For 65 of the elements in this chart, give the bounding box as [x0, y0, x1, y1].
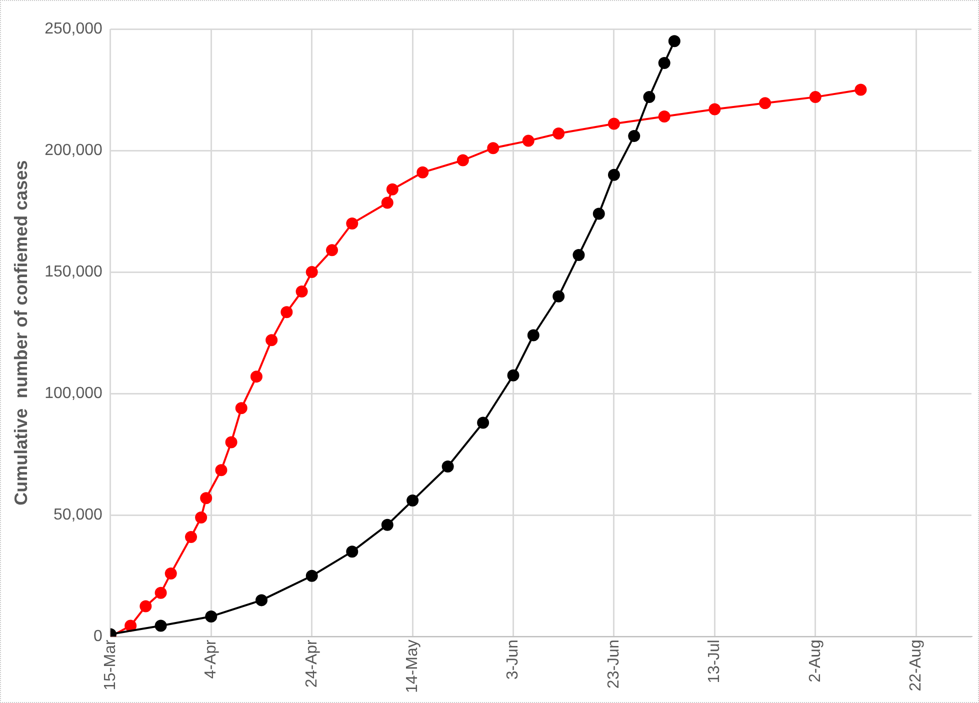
y-tick-label: 50,000 [54, 506, 103, 524]
point [200, 492, 212, 504]
x-tick-label: 14-May [404, 640, 421, 694]
point [416, 166, 429, 178]
point [522, 134, 534, 147]
x-tick-label: 22-Aug [908, 640, 925, 692]
point [527, 329, 540, 342]
point [140, 600, 152, 612]
y-tick-label: 200,000 [44, 142, 103, 159]
point [658, 110, 670, 122]
point [256, 594, 268, 606]
point [381, 518, 394, 531]
point [552, 128, 565, 140]
point [708, 103, 721, 116]
y-tick-label: 100,000 [44, 384, 103, 402]
point [205, 610, 218, 622]
point [608, 168, 620, 181]
y-tick-label: 250,000 [44, 20, 103, 38]
point [266, 334, 278, 346]
x-tick-label: 23-Jun [605, 640, 622, 689]
point [572, 249, 585, 262]
point [381, 196, 394, 209]
x-tick-label: 3-Jun [504, 640, 522, 680]
point [854, 84, 867, 96]
point [124, 620, 137, 632]
point [456, 154, 469, 166]
point [386, 183, 398, 196]
point [154, 586, 167, 599]
point [296, 286, 308, 298]
point [326, 244, 338, 256]
point [225, 436, 238, 448]
y-tick-label: 150,000 [44, 263, 103, 280]
point [154, 620, 167, 632]
point [477, 416, 490, 429]
x-tick-label: 24-Apr [303, 638, 320, 688]
x-tick-label: 2-Aug [806, 640, 824, 682]
point [185, 530, 198, 543]
point [643, 91, 656, 104]
point [235, 402, 248, 414]
point [215, 464, 228, 476]
point [628, 130, 640, 142]
point [668, 35, 680, 48]
y-axis-title: Cumulative number of confiemed cases [10, 160, 31, 506]
point [658, 57, 670, 70]
point [406, 494, 419, 507]
point [164, 567, 177, 580]
x-tick-label: 15-Mar [102, 638, 119, 690]
point [507, 369, 520, 382]
point [552, 290, 565, 302]
point [306, 570, 318, 582]
point [809, 91, 822, 104]
point [487, 142, 500, 154]
point [346, 217, 358, 230]
point [280, 306, 293, 318]
point [442, 460, 454, 473]
point [346, 546, 358, 558]
x-tick-label: 4-Apr [202, 638, 220, 679]
point [608, 118, 620, 130]
point [306, 266, 318, 278]
point [592, 208, 605, 220]
point [195, 512, 208, 524]
point [250, 370, 262, 383]
y-tick-label: 0 [94, 628, 103, 646]
point [759, 97, 772, 110]
x-tick-label: 13-Jul [706, 640, 724, 684]
